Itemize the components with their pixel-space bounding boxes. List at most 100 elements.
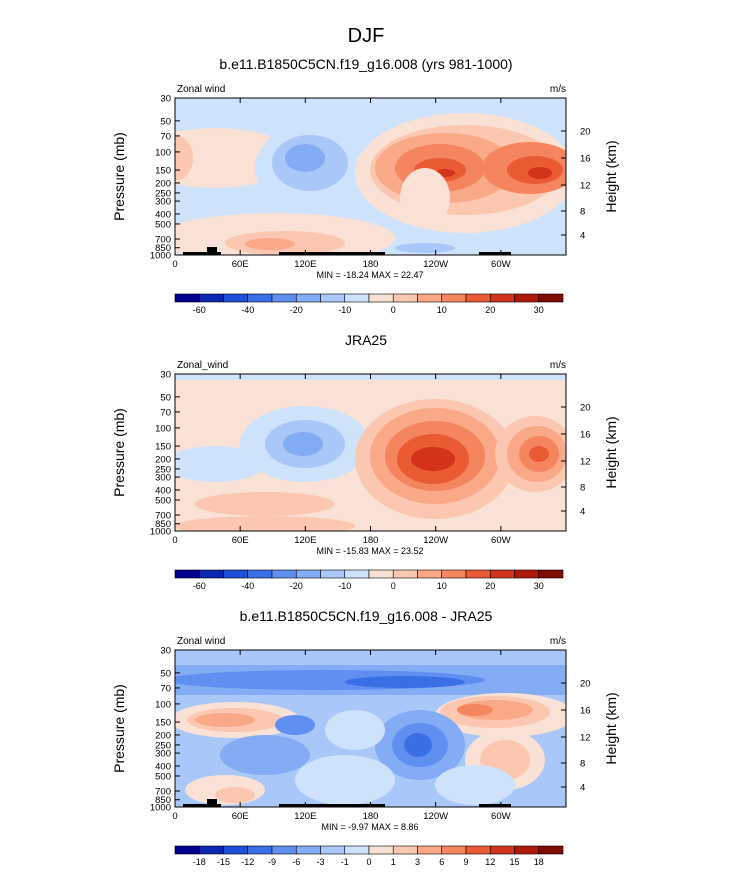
colorbar-swatch [417, 845, 443, 855]
y-tick-label: 300 [155, 473, 171, 484]
x-tick-label: 180 [363, 811, 379, 822]
contour-region [283, 432, 323, 456]
right-axis-label: Height (km) [603, 692, 619, 764]
topography [207, 247, 217, 255]
colorbar-swatch [198, 293, 224, 303]
topography [183, 252, 221, 255]
contour-field [175, 650, 566, 807]
panels: b.e11.B1850C5CN.f19_g16.008 (yrs 981-100… [111, 56, 619, 867]
y-tick-label: 30 [160, 370, 171, 381]
colorbar-swatch [441, 569, 467, 579]
y-tick-label: 30 [160, 94, 171, 105]
colorbar-swatch [344, 569, 370, 579]
x-tick-label: 0 [172, 811, 177, 822]
colorbar-swatch [489, 293, 515, 303]
colorbar-label: -10 [338, 581, 351, 591]
colorbar-swatch [465, 293, 491, 303]
units-label: m/s [550, 636, 566, 647]
y-tick-label: 700 [155, 787, 171, 798]
contour-field [175, 374, 566, 531]
right-axis-label: Height (km) [603, 140, 619, 212]
y-tick-label: 30 [160, 646, 171, 657]
topography [207, 799, 217, 807]
y-tick-label: 700 [155, 511, 171, 522]
x-tick-label: 0 [172, 535, 177, 546]
colorbar-swatch [465, 569, 491, 579]
x-tick-label: 120W [423, 811, 448, 822]
colorbar-label: -6 [292, 857, 300, 867]
colorbar-swatch [392, 569, 418, 579]
colorbar-label: -1 [341, 857, 349, 867]
y-tick-label: 150 [155, 166, 171, 177]
colorbar-label: -40 [241, 581, 254, 591]
y-tick-label: 100 [155, 147, 171, 158]
y-tick-label: 400 [155, 761, 171, 772]
right-axis-label: Height (km) [603, 416, 619, 488]
colorbar-swatch [174, 569, 200, 579]
colorbar-swatch [247, 845, 273, 855]
contour-field [175, 98, 566, 255]
colorbar-label: 3 [415, 857, 420, 867]
colorbar-label: 0 [391, 581, 396, 591]
colorbar-swatch [271, 293, 297, 303]
colorbar-swatch [465, 845, 491, 855]
height-tick-label: 8 [580, 207, 585, 218]
panel-title: b.e11.B1850C5CN.f19_g16.008 (yrs 981-100… [219, 56, 512, 72]
y-tick-label: 1000 [150, 251, 171, 262]
contour-region [435, 765, 515, 805]
colorbar-swatch [174, 293, 200, 303]
y-tick-label: 850 [155, 795, 171, 806]
colorbar-label: 30 [534, 581, 544, 591]
y-tick-label: 1000 [150, 803, 171, 814]
contour-region [175, 136, 193, 180]
colorbar-swatch [174, 845, 200, 855]
colorbar-label: -20 [290, 581, 303, 591]
contour-region [411, 447, 455, 471]
x-tick-label: 120E [294, 811, 316, 822]
colorbar-swatch [441, 293, 467, 303]
colorbar-swatch [514, 293, 540, 303]
y-tick-label: 70 [160, 131, 171, 142]
colorbar-swatch [392, 293, 418, 303]
contour-region [395, 243, 455, 253]
topography [183, 525, 221, 527]
colorbar-swatch [538, 569, 564, 579]
contour-region [295, 755, 395, 805]
contour-region [175, 446, 265, 482]
y-tick-label: 250 [155, 188, 171, 199]
height-tick-label: 12 [580, 457, 591, 468]
colorbar-swatch [295, 569, 321, 579]
min-max-label: MIN = -15.83 MAX = 23.52 [316, 546, 423, 556]
y-tick-label: 500 [155, 219, 171, 230]
panel-3: b.e11.B1850C5CN.f19_g16.008 - JRA25 Zonal… [111, 608, 619, 867]
x-tick-label: 60E [232, 811, 249, 822]
contour-region [400, 168, 450, 228]
y-tick-label: 400 [155, 485, 171, 496]
colorbar-swatch [392, 845, 418, 855]
colorbar-label: 6 [439, 857, 444, 867]
y-tick-label: 250 [155, 464, 171, 475]
colorbar-label: 0 [391, 305, 396, 315]
colorbar-label: 15 [509, 857, 519, 867]
units-label: m/s [550, 84, 566, 95]
y-tick-label: 400 [155, 209, 171, 220]
contour-region [195, 713, 255, 727]
y-tick-label: 150 [155, 718, 171, 729]
colorbar-swatch [344, 845, 370, 855]
colorbar-label: 20 [485, 581, 495, 591]
colorbar-label: 30 [534, 305, 544, 315]
contour-region [215, 787, 255, 803]
colorbar-swatch [295, 845, 321, 855]
colorbar-swatch [295, 293, 321, 303]
units-label: m/s [550, 360, 566, 371]
height-tick-label: 8 [580, 483, 585, 494]
colorbar-swatch [271, 845, 297, 855]
colorbar-swatch [368, 569, 394, 579]
contour-region [325, 710, 385, 750]
contour-region [195, 492, 335, 516]
colorbar-swatch [198, 569, 224, 579]
contour-region [275, 715, 315, 735]
y-tick-label: 300 [155, 749, 171, 760]
colorbar-swatch [344, 293, 370, 303]
